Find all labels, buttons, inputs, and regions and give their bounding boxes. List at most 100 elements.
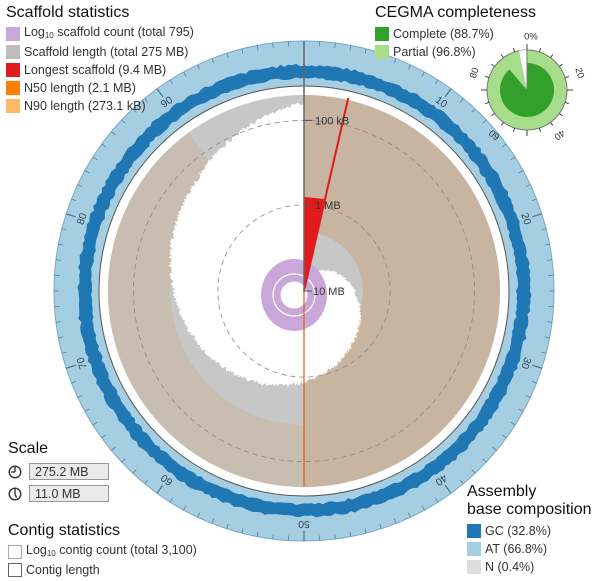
contig-legend: Contig statistics Log10 contig count (to… — [8, 522, 197, 579]
contig-count-outline — [279, 280, 309, 310]
cegma-label-2: 40 — [552, 127, 567, 142]
percent-tick-33 — [518, 408, 524, 412]
percent-tick-88 — [132, 108, 137, 113]
contig-label-1: Contig length — [26, 561, 100, 579]
contig-item-1: Contig length — [8, 561, 197, 579]
contig-item-0: Log10 contig count (total 3,100) — [8, 543, 197, 561]
percent-tick-32 — [525, 394, 531, 398]
scaffold-legend: Scaffold statistics Log10 scaffold count… — [6, 4, 194, 115]
cegma-label-3: 60 — [487, 127, 502, 142]
percent-tick-12 — [471, 108, 476, 113]
percent-label-80: 80 — [75, 211, 90, 226]
radial-label-0: 100 kB — [315, 115, 349, 127]
percent-tick-31 — [531, 380, 537, 384]
scale-row-partial: 11.0 MB — [8, 485, 109, 502]
percent-label-30: 30 — [518, 356, 533, 371]
scaffold-legend-title: Scaffold statistics — [6, 4, 130, 21]
percent-tick-42 — [421, 505, 425, 511]
scaffold-item-0: Log10 scaffold count (total 795) — [6, 25, 194, 43]
percent-tick-37 — [482, 458, 487, 463]
percent-tick-61 — [144, 479, 149, 484]
base-composition-legend: Assembly base composition GC (32.8%) AT … — [467, 483, 592, 576]
percent-tick-90 — [156, 88, 164, 98]
scaffold-item-1: Scaffold length (total 275 MB) — [6, 43, 194, 61]
scaffold-label-pre-4: N90 length (273.1 kB) — [24, 99, 146, 113]
percent-tick-52 — [272, 534, 274, 540]
percent-tick-95 — [226, 53, 229, 59]
percent-tick-81 — [71, 198, 77, 202]
percent-tick-69 — [71, 380, 77, 384]
cegma-partial-gap — [519, 50, 527, 90]
percent-tick-94 — [211, 58, 215, 64]
contig-swatch-1 — [8, 563, 22, 577]
percent-tick-20 — [532, 213, 542, 218]
scaffold-label-pre-0: Log — [24, 25, 45, 39]
percent-tick-70 — [66, 364, 76, 369]
scale-title: Scale — [8, 440, 49, 457]
scaffold-label-2: Longest scaffold (9.4 MB) — [24, 61, 166, 79]
percent-tick-2 — [334, 42, 336, 48]
percent-tick-18 — [525, 184, 531, 188]
cegma-tick-9 — [538, 127, 542, 133]
percent-tick-40 — [444, 484, 452, 494]
percent-tick-8 — [421, 71, 425, 77]
cegma-label-1: 20 — [572, 66, 586, 79]
partial-circle-clock-icon — [8, 486, 22, 501]
percent-tick-43 — [407, 512, 411, 518]
scaffold-label-1: Scaffold length (total 275 MB) — [24, 43, 188, 61]
cegma-legend: CEGMA completeness Complete (88.7%) Part… — [375, 4, 536, 61]
contig-label-pre-1: Contig length — [26, 563, 100, 577]
percent-tick-17 — [518, 170, 524, 174]
cegma-tick-12 — [500, 122, 504, 126]
scaffold-label-pre-3: N50 length (2.1 MB) — [24, 81, 136, 95]
percent-tick-10 — [444, 88, 452, 98]
percent-tick-13 — [482, 119, 487, 124]
percent-tick-62 — [132, 469, 137, 474]
cegma-tick-11 — [512, 127, 516, 133]
percent-tick-66 — [92, 421, 98, 426]
percent-tick-93 — [197, 64, 201, 70]
percent-tick-39 — [459, 479, 464, 484]
cegma-legend-title: CEGMA completeness — [375, 4, 536, 21]
percent-tick-78 — [58, 243, 64, 246]
percent-tick-58 — [183, 505, 187, 511]
percent-tick-77 — [55, 259, 61, 261]
at-label: AT (66.8%) — [485, 542, 548, 556]
percent-tick-57 — [197, 512, 201, 518]
base-legend-title-line1: Assembly — [467, 483, 537, 500]
percent-tick-6 — [393, 58, 397, 64]
percent-tick-38 — [471, 469, 476, 474]
percent-tick-45 — [379, 523, 382, 529]
percent-tick-23 — [547, 259, 553, 261]
scaffold-item-4: N90 length (273.1 kB) — [6, 97, 194, 115]
percent-tick-36 — [492, 446, 497, 451]
percent-tick-83 — [84, 170, 90, 174]
percent-tick-22 — [544, 243, 550, 246]
percent-tick-41 — [434, 497, 439, 503]
percent-tick-34 — [510, 421, 516, 426]
cegma-tick-1 — [538, 47, 542, 53]
complete-swatch — [375, 27, 389, 41]
percent-tick-16 — [510, 156, 516, 161]
scaffold-label-pre-2: Longest scaffold (9.4 MB) — [24, 63, 167, 77]
percent-tick-82 — [77, 184, 83, 188]
percent-tick-67 — [84, 408, 90, 412]
percent-tick-15 — [502, 143, 507, 148]
radial-label-1: 1 MB — [315, 200, 341, 212]
scaffold-item-3: N50 length (2.1 MB) — [6, 79, 194, 97]
cegma-label-0: 0% — [524, 32, 538, 43]
longest-scaffold-line — [303, 97, 350, 292]
cegma-tick-8 — [550, 122, 554, 126]
scaffold-swatch-3 — [6, 81, 20, 95]
percent-tick-64 — [111, 446, 116, 451]
scale-value-full: 275.2 MB — [29, 463, 109, 480]
percent-tick-71 — [61, 351, 67, 354]
legend-item-partial: Partial (96.8%) — [375, 43, 536, 61]
percent-tick-60 — [156, 484, 164, 494]
percent-label-70: 70 — [75, 356, 90, 371]
percent-tick-11 — [459, 98, 464, 103]
percent-tick-35 — [502, 434, 507, 439]
percent-tick-46 — [364, 528, 367, 534]
